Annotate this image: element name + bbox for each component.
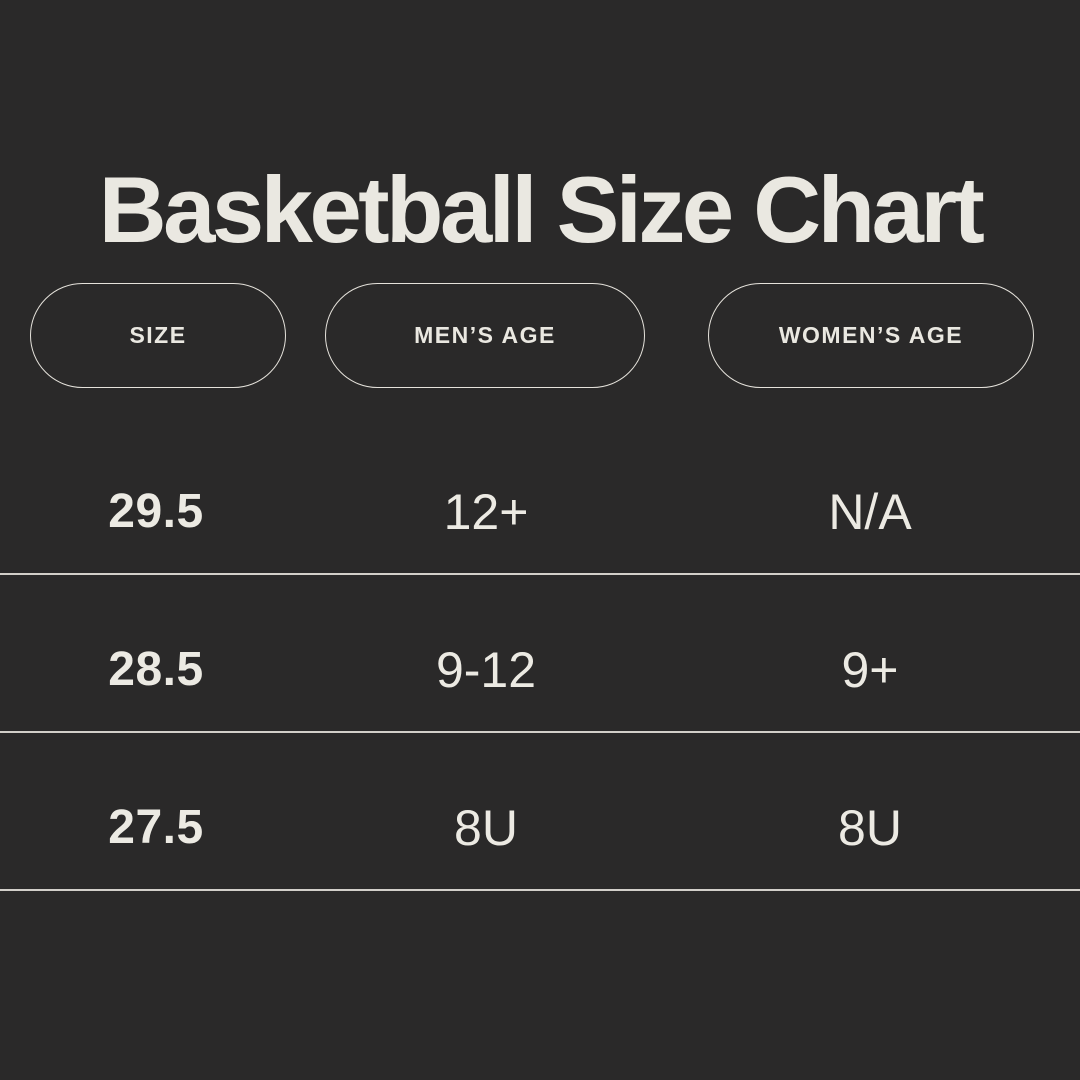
cell-size: 29.5 (108, 485, 204, 538)
cell-mens-age: 12+ (443, 484, 529, 540)
table-row: 27.5 8U 8U (0, 733, 1080, 891)
cell-womens-age: 9+ (841, 642, 899, 698)
page-title: Basketball Size Chart (98, 156, 985, 262)
header-pill-mens-age: MEN’S AGE (325, 283, 645, 388)
cell-mens-age: 9-12 (435, 642, 537, 698)
cell-size: 28.5 (108, 643, 204, 696)
cell-size: 27.5 (108, 801, 204, 854)
header-pill-size: SIZE (30, 283, 286, 388)
header-label-mens-age: MEN’S AGE (414, 322, 556, 348)
header-label-womens-age: WOMEN’S AGE (778, 322, 964, 348)
header-label-size: SIZE (129, 322, 187, 348)
table-row: 28.5 9-12 9+ (0, 575, 1080, 733)
header-pill-womens-age: WOMEN’S AGE (708, 283, 1034, 388)
table-row: 29.5 12+ N/A (0, 417, 1080, 575)
size-table-body: 29.5 12+ N/A 28.5 9-12 9+ 27.5 8U 8U (0, 417, 1080, 891)
cell-womens-age: 8U (838, 800, 902, 856)
table-header-row: SIZE MEN’S AGE WOMEN’S AGE (0, 283, 1080, 388)
cell-womens-age: N/A (828, 484, 912, 540)
cell-mens-age: 8U (454, 800, 518, 856)
